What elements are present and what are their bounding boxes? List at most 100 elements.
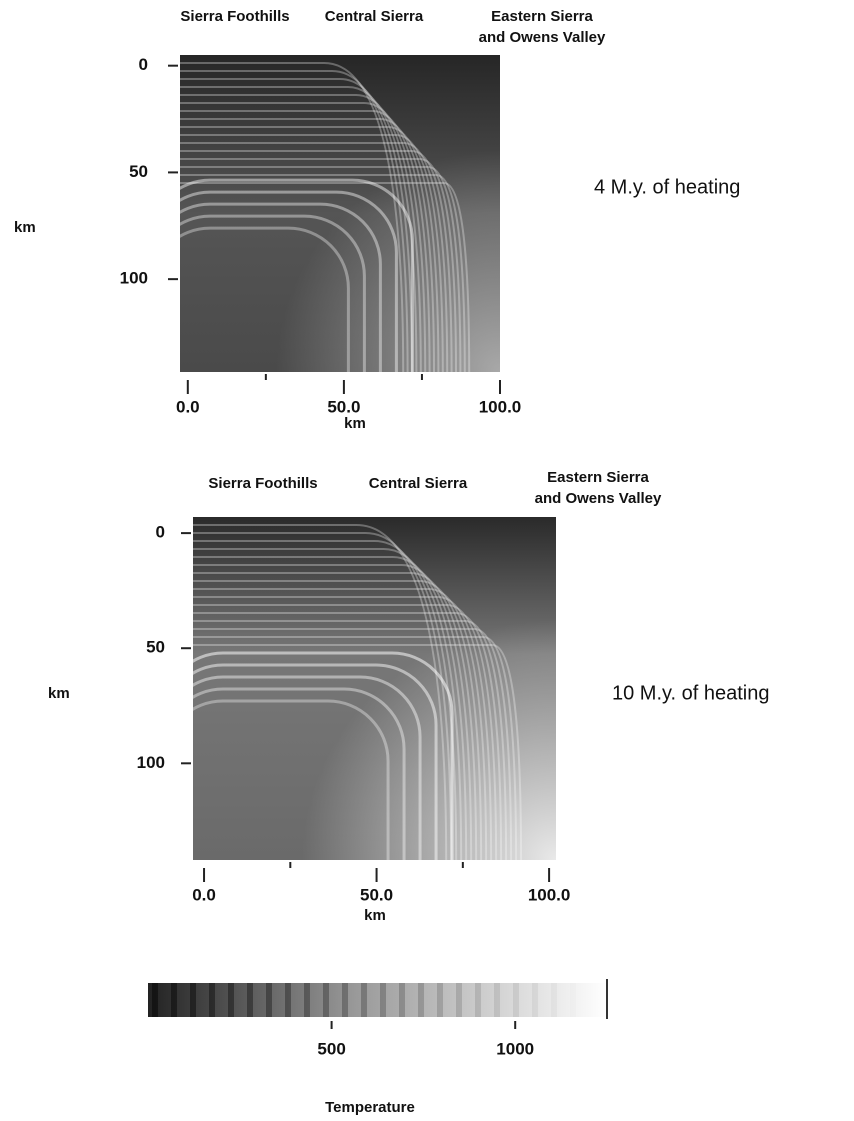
colorbar-stripe bbox=[418, 983, 424, 1017]
region-label: Eastern Sierra bbox=[491, 8, 593, 25]
x-axis-label: km bbox=[364, 907, 386, 924]
colorbar-stripe bbox=[475, 983, 481, 1017]
colorbar-stripe bbox=[304, 983, 310, 1017]
x-tick-label: 50.0 bbox=[360, 885, 393, 904]
y-tick-label: 50 bbox=[129, 162, 148, 181]
colorbar-stripe bbox=[532, 983, 538, 1017]
region-label: Eastern Sierra bbox=[547, 469, 649, 486]
isotherm bbox=[180, 214, 366, 372]
isotherm bbox=[180, 70, 409, 372]
isotherm bbox=[193, 663, 438, 860]
x-tick-label: 500 bbox=[317, 1039, 345, 1058]
colorbar-stripe bbox=[437, 983, 443, 1017]
colorbar-stripe bbox=[266, 983, 272, 1017]
isotherm bbox=[180, 118, 435, 372]
colorbar bbox=[148, 983, 607, 1017]
y-tick-label: 0 bbox=[139, 55, 148, 74]
isotherm bbox=[180, 126, 440, 372]
colorbar-stripe bbox=[285, 983, 291, 1017]
isotherm bbox=[193, 644, 523, 860]
isotherm bbox=[180, 142, 449, 372]
region-label: Central Sierra bbox=[369, 475, 468, 492]
x-tick-label: 100.0 bbox=[479, 397, 522, 416]
isotherm bbox=[193, 651, 454, 860]
colorbar-stripe bbox=[361, 983, 367, 1017]
isotherm bbox=[193, 532, 453, 860]
isotherm bbox=[193, 612, 503, 860]
isotherm bbox=[193, 524, 448, 860]
colorbar-stripe bbox=[323, 983, 329, 1017]
region-label: and Owens Valley bbox=[535, 490, 662, 507]
isotherm bbox=[180, 78, 413, 372]
colorbar-stripe bbox=[342, 983, 348, 1017]
isotherm bbox=[193, 564, 473, 860]
isotherm bbox=[180, 182, 471, 372]
isotherm bbox=[180, 158, 457, 372]
isotherm bbox=[193, 604, 498, 860]
isotherm bbox=[180, 174, 466, 372]
colorbar-stripe bbox=[152, 983, 158, 1017]
region-label: Sierra Foothills bbox=[208, 475, 317, 492]
y-tick-label: 0 bbox=[156, 523, 165, 542]
region-label: Central Sierra bbox=[325, 8, 424, 25]
colorbar-stripe bbox=[494, 983, 500, 1017]
colorbar-stripe bbox=[399, 983, 405, 1017]
colorbar-stripe bbox=[570, 983, 576, 1017]
isotherm bbox=[193, 572, 478, 860]
isotherm bbox=[180, 102, 427, 372]
isotherm bbox=[180, 134, 444, 372]
hot-zone bbox=[193, 517, 556, 860]
colorbar-stripe bbox=[209, 983, 215, 1017]
isotherm bbox=[193, 588, 488, 860]
isotherm bbox=[180, 202, 382, 372]
isotherm bbox=[193, 687, 406, 860]
colorbar-stripe bbox=[551, 983, 557, 1017]
heat-field bbox=[193, 517, 556, 860]
colorbar-stripe bbox=[456, 983, 462, 1017]
x-tick-label: 0.0 bbox=[176, 397, 200, 416]
annotation: 10 M.y. of heating bbox=[612, 682, 770, 704]
colorbar-stripe bbox=[380, 983, 386, 1017]
x-tick-label: 0.0 bbox=[192, 885, 216, 904]
isotherm bbox=[193, 580, 483, 860]
annotation: 4 M.y. of heating bbox=[594, 176, 740, 198]
isotherm bbox=[193, 699, 390, 860]
isotherm bbox=[180, 62, 405, 372]
isotherm bbox=[193, 540, 458, 860]
heat-field bbox=[180, 55, 500, 372]
isotherm bbox=[193, 596, 493, 860]
isotherm bbox=[193, 620, 508, 860]
hot-zone bbox=[180, 55, 500, 372]
y-tick-label: 50 bbox=[146, 638, 165, 657]
x-tick-label: 100.0 bbox=[528, 885, 571, 904]
x-tick-label: 1000 bbox=[496, 1039, 534, 1058]
colorbar-stripe bbox=[513, 983, 519, 1017]
colorbar-stripe bbox=[247, 983, 253, 1017]
x-axis-label: km bbox=[344, 415, 366, 432]
isotherm bbox=[193, 675, 422, 860]
isotherm bbox=[180, 166, 462, 372]
isotherm bbox=[180, 190, 398, 372]
y-axis-label: km bbox=[48, 685, 70, 702]
isotherm bbox=[180, 178, 414, 372]
isotherm bbox=[180, 86, 418, 372]
isotherm bbox=[193, 548, 463, 860]
y-tick-label: 100 bbox=[137, 753, 165, 772]
colorbar-stripe bbox=[171, 983, 177, 1017]
colorbar-label: Temperature bbox=[325, 1099, 415, 1116]
isotherm bbox=[193, 628, 513, 860]
y-tick-label: 100 bbox=[120, 269, 148, 288]
x-tick-label: 50.0 bbox=[327, 397, 360, 416]
region-label: Sierra Foothills bbox=[180, 8, 289, 25]
isotherm bbox=[180, 150, 453, 372]
colorbar-stripe bbox=[228, 983, 234, 1017]
y-axis-label: km bbox=[14, 219, 36, 236]
isotherm bbox=[180, 226, 350, 372]
region-label: and Owens Valley bbox=[479, 29, 606, 46]
colorbar-stripe bbox=[190, 983, 196, 1017]
isotherm bbox=[193, 556, 468, 860]
isotherm bbox=[180, 94, 422, 372]
isotherm bbox=[180, 110, 431, 372]
